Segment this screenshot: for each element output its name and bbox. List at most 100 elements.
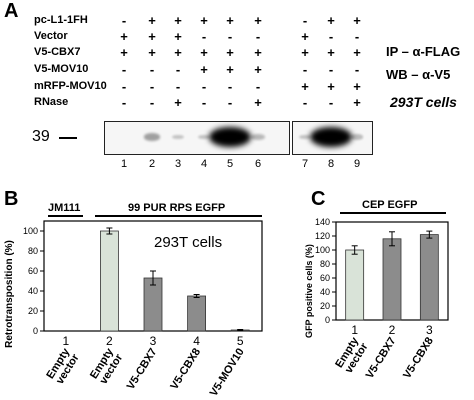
design-cell: - xyxy=(354,29,360,44)
blot-band xyxy=(209,127,251,147)
chart-c-category-label: V5-CBX8 xyxy=(401,335,436,381)
design-cell: - xyxy=(328,62,334,77)
design-cell: - xyxy=(328,29,334,44)
design-cell: + xyxy=(301,29,309,44)
western-blot-right xyxy=(292,121,373,155)
design-cell: - xyxy=(302,13,308,28)
design-cell: + xyxy=(120,45,128,60)
chart-b-inset-label: 293T cells xyxy=(154,234,223,251)
design-cell: + xyxy=(254,13,262,28)
design-cell: + xyxy=(174,29,182,44)
design-cell: + xyxy=(327,13,335,28)
group-label-cep: CEP EGFP xyxy=(362,199,418,211)
chart-b-bar-number: 3 xyxy=(150,334,157,348)
row-label: Vector xyxy=(34,30,68,42)
design-cell: - xyxy=(302,62,308,77)
design-cell: + xyxy=(226,45,234,60)
panel-a-letter: A xyxy=(4,0,19,22)
design-cell: + xyxy=(327,79,335,94)
group-label-jm111: JM111 xyxy=(48,202,81,214)
chart-c-ytick-label: 120 xyxy=(315,231,330,241)
blot-band xyxy=(143,133,161,141)
lane-number: 4 xyxy=(200,158,208,170)
design-cell: + xyxy=(148,13,156,28)
chart-c-bar-number: 1 xyxy=(351,323,358,337)
design-cell: + xyxy=(353,79,361,94)
chart-c-category-label: V5-CBX7 xyxy=(364,335,399,381)
row-label: mRFP-MOV10 xyxy=(34,80,107,92)
design-cell: - xyxy=(175,62,181,77)
design-cell: + xyxy=(174,13,182,28)
chart-b-ytick-label: 80 xyxy=(28,246,38,256)
chart-c-ytick-label: 140 xyxy=(315,217,330,227)
group-label-99pur: 99 PUR RPS EGFP xyxy=(128,202,226,214)
design-cell: + xyxy=(301,45,309,60)
design-cell: - xyxy=(121,95,127,110)
lane-number: 2 xyxy=(148,158,156,170)
row-label: RNase xyxy=(34,96,69,108)
panel-b-letter: B xyxy=(4,188,19,210)
chart-b-ylabel: Retrotransposition (%) xyxy=(4,240,15,348)
design-cell: + xyxy=(353,45,361,60)
design-cell: + xyxy=(148,29,156,44)
lane-number: 6 xyxy=(254,158,262,170)
design-cell: - xyxy=(149,62,155,77)
design-cell: - xyxy=(201,95,207,110)
design-cell: - xyxy=(227,29,233,44)
design-cell: + xyxy=(301,79,309,94)
lane-number: 3 xyxy=(174,158,182,170)
ip-label: IP – α-FLAG xyxy=(386,44,461,59)
wb-label: WB – α-V5 xyxy=(386,67,451,82)
chart-c-bar-number: 2 xyxy=(389,323,396,337)
mw-marker-tick xyxy=(59,137,77,139)
row-label: pc-L1-1FH xyxy=(34,14,88,26)
design-cell: + xyxy=(200,45,208,60)
group-bar-jm111 xyxy=(48,215,83,217)
design-cell: - xyxy=(121,79,127,94)
chart-c-category-label: Emptyvector xyxy=(333,334,371,375)
design-cell: + xyxy=(226,13,234,28)
design-cell: - xyxy=(149,95,155,110)
design-cell: - xyxy=(149,79,155,94)
design-cell: + xyxy=(120,29,128,44)
design-cell: - xyxy=(121,13,127,28)
design-cell: + xyxy=(148,45,156,60)
chart-c-ytick-label: 20 xyxy=(320,301,330,311)
design-cell: + xyxy=(226,62,234,77)
chart-b-ytick-label: 60 xyxy=(28,266,38,276)
design-cell: + xyxy=(200,13,208,28)
design-cell: - xyxy=(328,95,334,110)
lane-number: 9 xyxy=(353,158,361,170)
chart-c-ytick-label: 0 xyxy=(325,315,330,325)
chart-c-bar xyxy=(345,249,365,321)
design-cell: - xyxy=(354,62,360,77)
design-cell: - xyxy=(227,95,233,110)
blot-band xyxy=(350,134,364,140)
western-blot-left xyxy=(104,121,290,155)
design-cell: + xyxy=(353,13,361,28)
lane-number: 5 xyxy=(226,158,234,170)
chart-c-bar-number: 3 xyxy=(426,323,433,337)
chart-c-ytick-label: 100 xyxy=(315,245,330,255)
chart-c-ytick-label: 80 xyxy=(320,259,330,269)
chart-b-bar-number: 5 xyxy=(237,334,244,348)
blot-band xyxy=(310,127,352,147)
design-cell: + xyxy=(254,95,262,110)
blot-band xyxy=(299,134,311,140)
lane-number: 8 xyxy=(327,158,335,170)
panel-c-letter: C xyxy=(311,188,326,210)
design-cell: + xyxy=(174,45,182,60)
chart-b-bar-number: 4 xyxy=(193,334,200,348)
design-cell: - xyxy=(255,29,261,44)
group-bar-99pur xyxy=(95,215,262,217)
design-cell: + xyxy=(254,62,262,77)
design-cell: - xyxy=(121,62,127,77)
chart-c-ytick-label: 40 xyxy=(320,287,330,297)
chart-b-ytick-label: 40 xyxy=(28,286,38,296)
design-cell: - xyxy=(302,95,308,110)
cell-line-label: 293T cells xyxy=(390,94,457,110)
design-cell: - xyxy=(201,79,207,94)
chart-b-ytick-label: 0 xyxy=(33,326,38,336)
